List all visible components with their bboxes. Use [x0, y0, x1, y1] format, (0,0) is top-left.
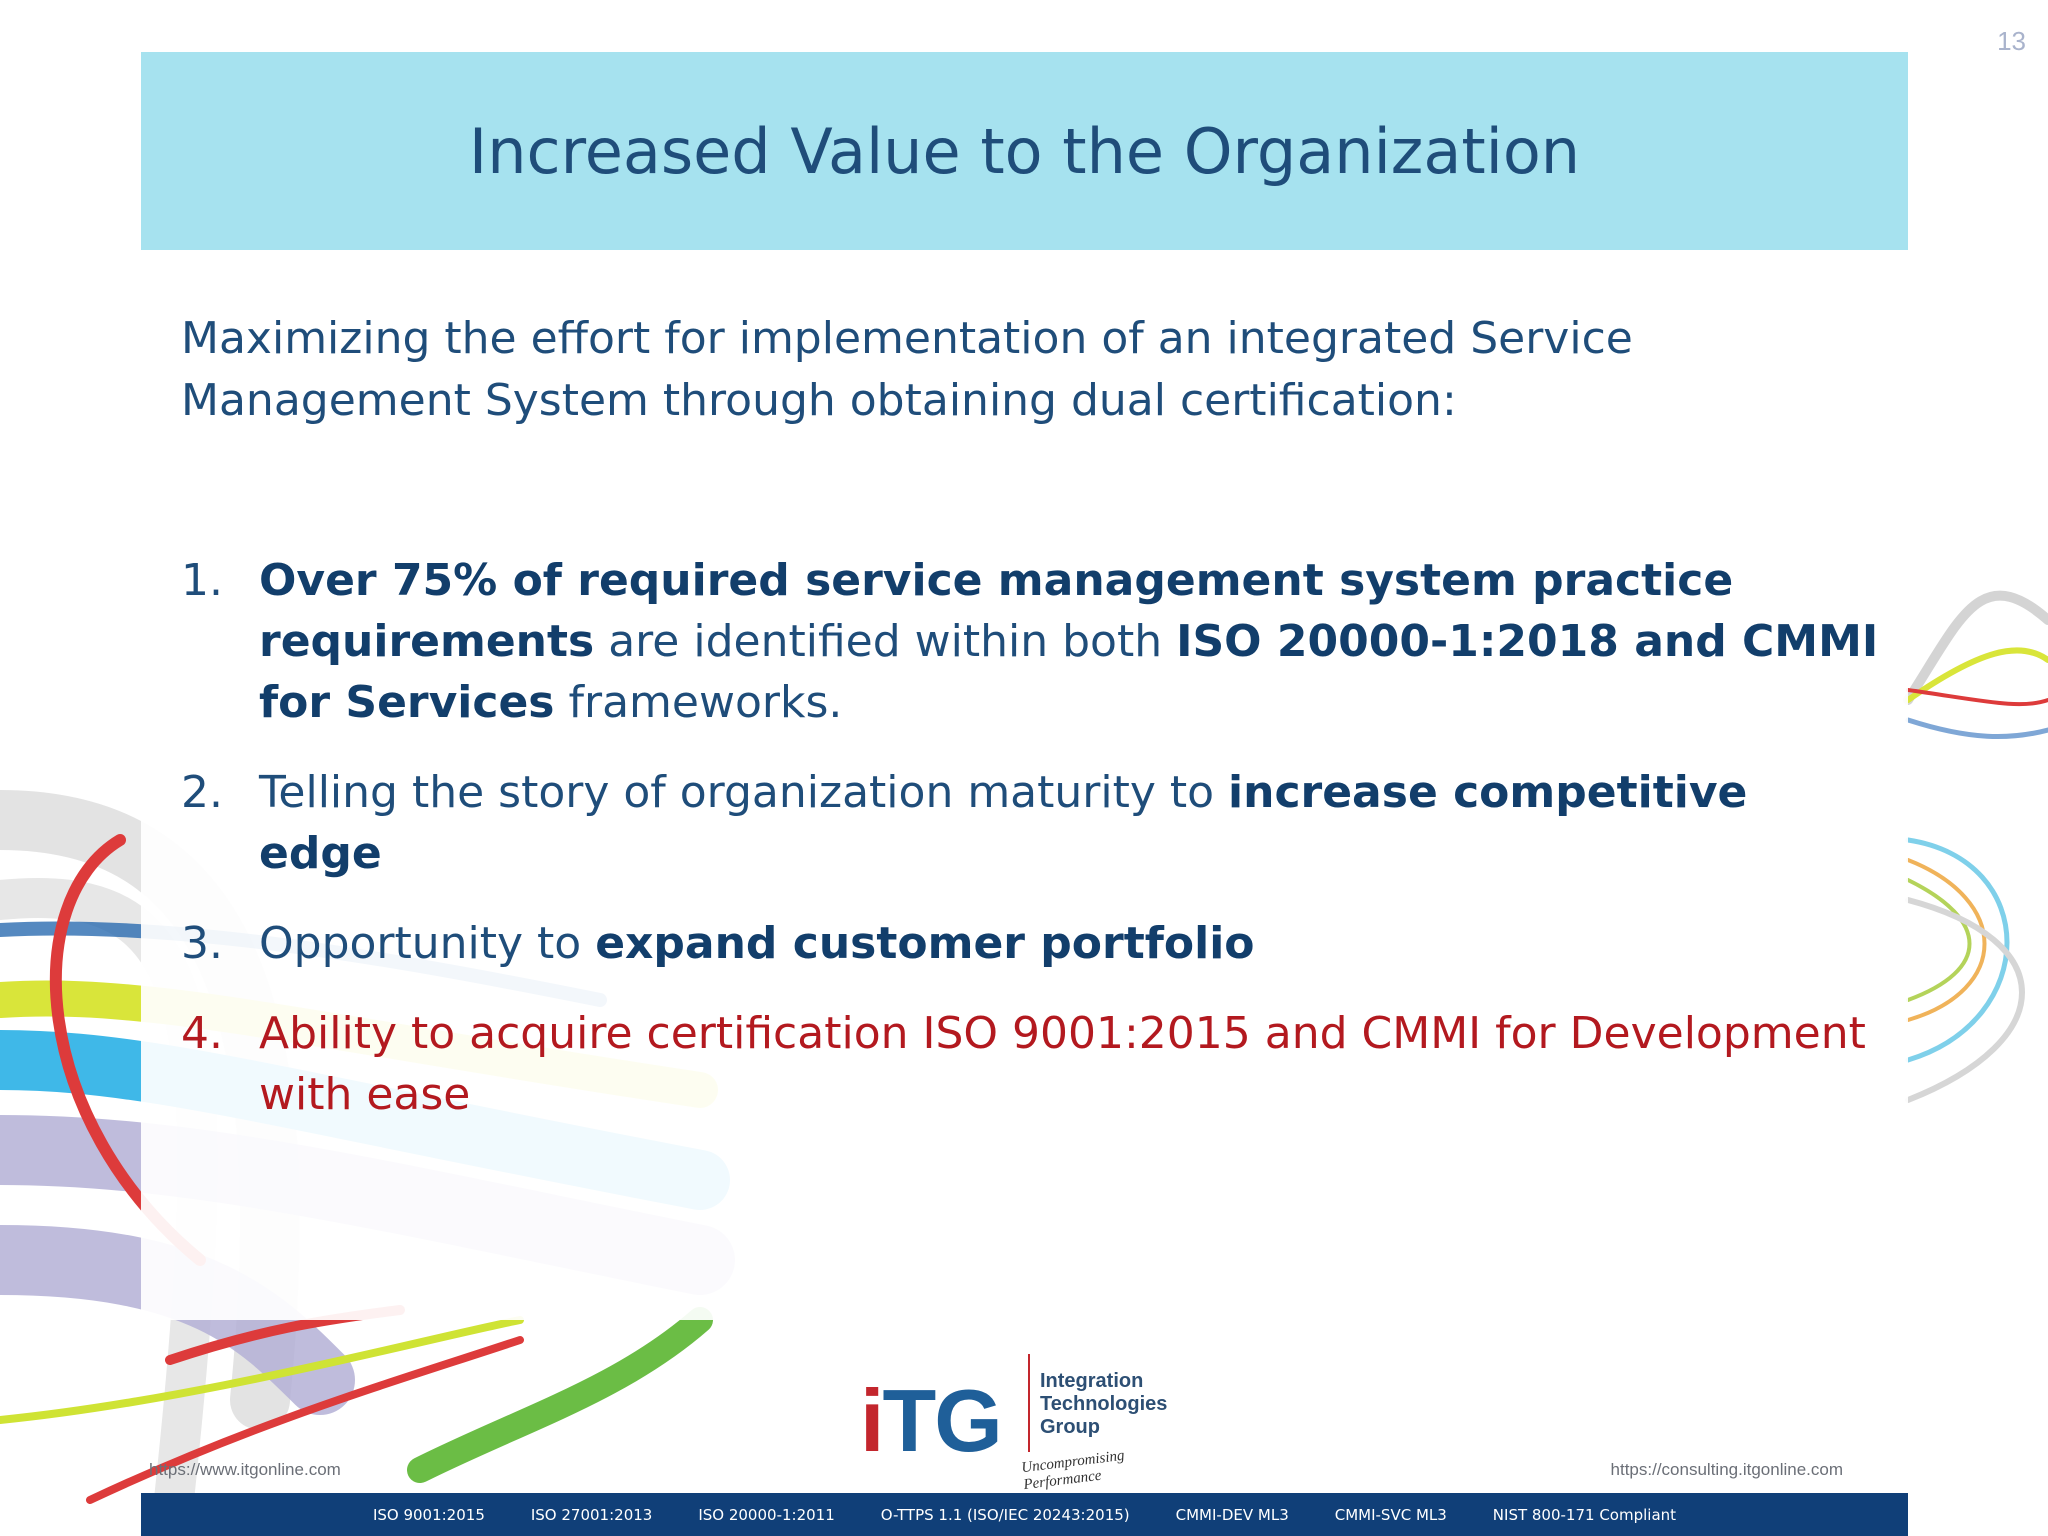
body-text: Ability to acquire certification ISO 900…: [259, 1008, 1866, 1120]
certification-item: CMMI-SVC ML3: [1334, 1505, 1447, 1524]
list-item: 4. Ability to acquire certification ISO 9…: [181, 1003, 1881, 1125]
content-panel: [141, 250, 1908, 1320]
page-number: 13: [1997, 26, 2026, 56]
certification-item: ISO 27001:2013: [530, 1505, 653, 1524]
title-banner: Increased Value to the Organization: [141, 52, 1908, 250]
emphasis-text: expand customer portfolio: [595, 918, 1255, 969]
logo-divider: [1028, 1354, 1030, 1452]
list-item: 1. Over 75% of required service managemen…: [181, 550, 1881, 733]
emphasis-text: Over 75% of required service management …: [259, 555, 1734, 667]
logo-wordmark: Integration Technologies Group: [1040, 1370, 1167, 1439]
logo-mark-letters: TG: [882, 1371, 1002, 1470]
emphasis-text: increase competitive edge: [259, 767, 1748, 879]
list-number: 4.: [181, 1008, 223, 1059]
website-url-left[interactable]: https://www.itgonline.com: [149, 1460, 341, 1479]
certification-item: CMMI-DEV ML3: [1175, 1505, 1289, 1524]
logo-mark: iTG: [860, 1370, 1003, 1472]
list-number: 3.: [181, 918, 223, 969]
logo-word: Integration: [1040, 1370, 1144, 1392]
certification-item: NIST 800-171 Compliant: [1492, 1505, 1677, 1524]
logo-word: Technologies: [1040, 1393, 1168, 1415]
body-text: are identified within both: [594, 616, 1177, 667]
list-number: 1.: [181, 555, 223, 606]
certification-item: ISO 20000-1:2011: [698, 1505, 835, 1524]
list-number: 2.: [181, 767, 223, 818]
certification-item: O-TTPS 1.1 (ISO/IEC 20243:2015): [880, 1505, 1130, 1524]
website-url-right[interactable]: https://consulting.itgonline.com: [1610, 1460, 1843, 1479]
certification-item: ISO 9001:2015: [372, 1505, 485, 1524]
emphasis-text: ISO 20000-1:2018 and CMMI for Services: [259, 616, 1879, 728]
certifications-footer: ISO 9001:2015 ISO 27001:2013 ISO 20000-1…: [141, 1493, 1908, 1536]
itg-logo: iTG Integration Technologies Group Uncom…: [860, 1348, 1190, 1493]
body-text: frameworks.: [554, 677, 843, 728]
logo-mark-i: i: [860, 1371, 884, 1470]
body-text: Telling the story of organization maturi…: [259, 767, 1229, 818]
body-text: Opportunity to: [259, 918, 596, 969]
logo-word: Group: [1040, 1416, 1100, 1438]
list-item: 2. Telling the story of organization matu…: [181, 762, 1881, 884]
intro-text: Maximizing the effort for implementation…: [181, 313, 1633, 426]
slide-title: Increased Value to the Organization: [468, 114, 1581, 188]
list-item: 3. Opportunity to expand customer portfol…: [181, 913, 1881, 974]
points-list: 1. Over 75% of required service managemen…: [181, 550, 1881, 1154]
